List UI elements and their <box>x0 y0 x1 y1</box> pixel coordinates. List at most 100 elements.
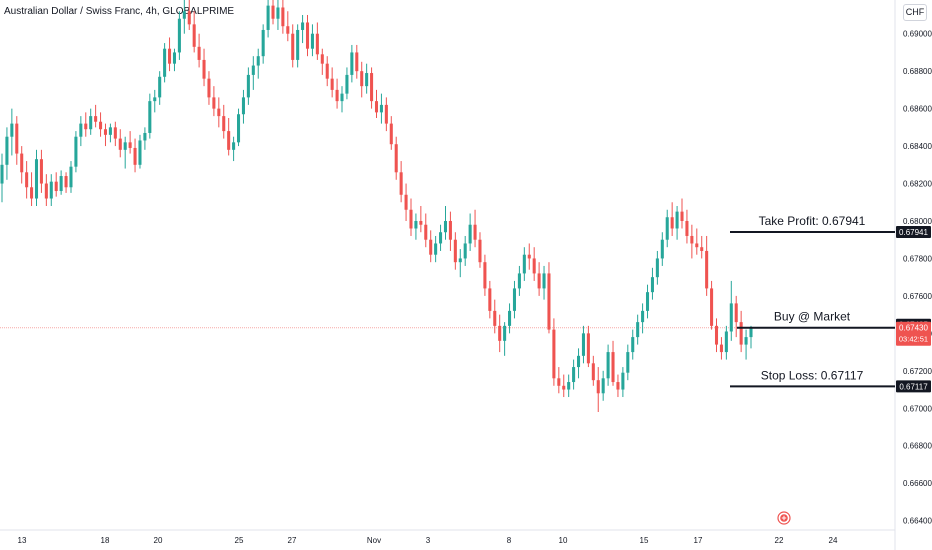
candle-body <box>379 104 383 113</box>
candle-body <box>577 355 581 368</box>
candle-body <box>103 129 108 135</box>
candle-body <box>680 211 684 221</box>
candle-body <box>586 333 590 364</box>
candle-body <box>429 239 433 255</box>
candle-body <box>591 363 595 381</box>
candle-body <box>236 114 241 143</box>
candle-body <box>611 352 615 383</box>
currency-button[interactable]: CHF <box>903 4 927 21</box>
candle-body <box>690 235 694 244</box>
candle-body <box>212 97 216 109</box>
candle-body <box>335 89 339 102</box>
x-tick-label: 27 <box>288 536 297 545</box>
candle-body <box>621 372 625 390</box>
candle-body <box>498 325 502 341</box>
candle-body <box>719 344 723 353</box>
y-tick-label: 0.68000 <box>903 217 932 226</box>
candle-body <box>404 194 408 210</box>
candle-body <box>645 292 650 311</box>
candle-body <box>532 258 536 274</box>
candle-body <box>172 52 176 64</box>
candle-body <box>670 217 674 229</box>
candle-body <box>365 73 369 87</box>
x-tick-label: 13 <box>18 536 27 545</box>
candle-body <box>177 18 181 53</box>
candle-body <box>355 52 359 72</box>
candle-body <box>419 220 423 225</box>
candle-body <box>99 121 103 130</box>
candle-body <box>118 138 122 150</box>
y-tick-label: 0.66800 <box>903 442 932 451</box>
candle-body <box>310 33 314 49</box>
candle-body <box>508 310 512 326</box>
candle-body <box>39 159 43 184</box>
candle-body <box>522 254 526 274</box>
add-alert-icon[interactable] <box>777 511 791 525</box>
candle-body <box>266 5 270 30</box>
candle-body <box>443 220 448 233</box>
take-profit-tag-bg <box>896 226 931 239</box>
candle-body <box>340 93 344 102</box>
candle-body <box>567 382 571 390</box>
candle-body <box>439 232 443 244</box>
candle-body <box>271 5 275 19</box>
y-tick-label: 0.68800 <box>903 67 932 76</box>
candle-body <box>69 166 73 188</box>
candle-body <box>5 136 9 165</box>
x-tick-label: 25 <box>235 536 244 545</box>
candle-body <box>84 123 88 130</box>
candle-body <box>148 101 152 133</box>
candle-body <box>113 127 117 139</box>
candle-body <box>133 147 137 165</box>
candle-body <box>108 127 112 135</box>
candle-body <box>448 220 452 240</box>
candle-body <box>384 104 388 124</box>
trade-annotations[interactable]: Take Profit: 0.67941 Buy @ Market Stop Los… <box>730 214 895 388</box>
y-tick-label: 0.68200 <box>903 180 932 189</box>
candle-body <box>562 385 566 390</box>
candle-body <box>650 277 654 293</box>
candle-body <box>685 220 689 236</box>
candle-body <box>557 378 561 386</box>
candle-body <box>665 217 669 240</box>
candle-body <box>581 333 585 356</box>
candle-body <box>641 310 645 323</box>
candle-body <box>493 310 497 326</box>
x-axis-ticks: 13 18 20 25 27 Nov 3 8 10 15 17 22 24 <box>18 536 838 545</box>
candle-body <box>350 52 354 75</box>
candle-body <box>305 22 310 49</box>
candle-body <box>74 136 78 167</box>
candle-body <box>503 325 507 341</box>
x-tick-label: 15 <box>640 536 649 545</box>
y-tick-label: 0.66400 <box>903 517 932 526</box>
candle-body <box>744 337 748 345</box>
x-tick-label: 8 <box>507 536 512 545</box>
candle-body <box>123 142 127 150</box>
candlesticks <box>0 0 753 413</box>
candle-body <box>30 187 34 199</box>
candle-body <box>714 325 719 345</box>
candle-body <box>89 116 93 130</box>
candle-body <box>15 123 19 154</box>
candle-body <box>734 303 738 323</box>
stop-loss-tag-bg <box>896 380 931 393</box>
candle-body <box>256 56 260 66</box>
candle-body <box>660 239 664 259</box>
candle-body <box>34 159 39 199</box>
candle-body <box>20 153 24 173</box>
candle-body <box>478 239 482 263</box>
candle-body <box>675 211 679 229</box>
annotation-label: Stop Loss: 0.67117 <box>761 368 864 382</box>
y-tick-label: 0.67000 <box>903 404 932 413</box>
candle-body <box>345 74 349 94</box>
candle-body <box>527 254 531 259</box>
candle-body <box>168 48 172 64</box>
x-tick-label: 3 <box>426 536 431 545</box>
current-price-tag-bg <box>896 321 931 346</box>
candle-body <box>143 132 147 141</box>
candle-body <box>182 11 186 19</box>
annotation-label: Buy @ Market <box>774 310 851 324</box>
candle-body <box>217 108 221 117</box>
